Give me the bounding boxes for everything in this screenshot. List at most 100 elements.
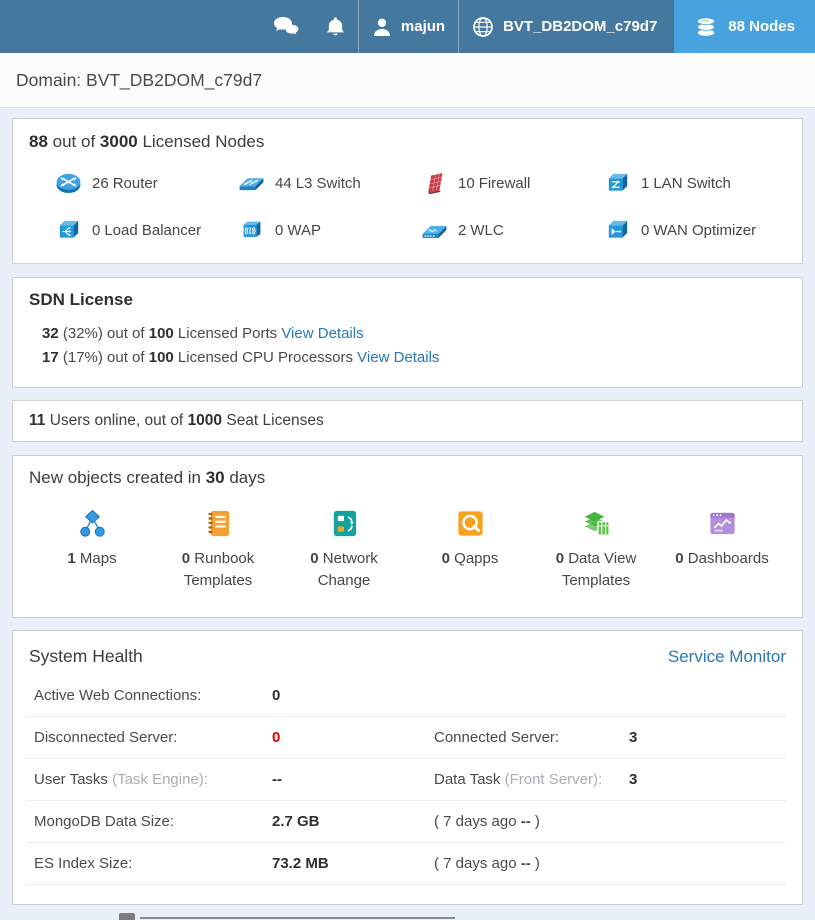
runbook-templates-icon xyxy=(203,508,234,539)
row-label: Data Task (Front Server): xyxy=(434,771,603,788)
new-objects-grid: 1 Maps xyxy=(29,508,786,592)
new-objects-card: New objects created in 30 days 1 Maps xyxy=(12,455,803,618)
wap-icon xyxy=(238,217,265,243)
table-row: Disconnected Server: 0 Connected Server:… xyxy=(26,717,786,759)
row-value: 73.2 MB xyxy=(272,855,329,872)
object-stat-network-change[interactable]: 0 Network Change xyxy=(281,508,407,592)
device-label: Firewall xyxy=(478,174,531,192)
device-stat-loadbalancer: 0 Load Balancer xyxy=(55,217,238,243)
router-icon xyxy=(55,170,82,196)
bell-icon xyxy=(326,16,345,38)
sdn-ports-line: 32 (32%) out of 100 Licensed Ports View … xyxy=(42,325,364,342)
object-label: 0 Dashboards xyxy=(675,550,769,567)
cutoff-fragment xyxy=(140,917,455,919)
device-stat-l3switch: 44 L3 Switch xyxy=(238,170,421,196)
device-label: LAN Switch xyxy=(653,174,731,192)
row-label: Connected Server: xyxy=(434,729,560,746)
object-stat-runbook-templates[interactable]: 0 Runbook Templates xyxy=(155,508,281,592)
user-icon xyxy=(372,17,392,37)
table-row: User Tasks (Task Engine): -- Data Task (… xyxy=(26,759,786,801)
qapps-icon xyxy=(455,508,486,539)
data-view-templates-icon xyxy=(581,508,612,539)
wlc-icon xyxy=(421,217,448,243)
device-count: 44 xyxy=(275,174,292,192)
wan-optimizer-icon xyxy=(604,217,631,243)
object-label: 1 Maps xyxy=(67,550,117,567)
domain-menu[interactable]: BVT_DB2DOM_c79d7 xyxy=(459,0,670,53)
device-label: WAP xyxy=(287,221,321,239)
licensed-nodes-used: 88 xyxy=(29,132,48,151)
topbar-divider xyxy=(458,0,460,53)
device-label: WLC xyxy=(470,221,504,239)
page-title: Domain: BVT_DB2DOM_c79d7 xyxy=(16,69,263,90)
object-stat-dashboards[interactable]: 0 Dashboards xyxy=(659,508,785,592)
sdn-license-title: SDN License xyxy=(29,290,133,309)
device-stat-wap: 0 WAP xyxy=(238,217,421,243)
new-objects-title: New objects created in 30 days xyxy=(29,468,266,487)
system-health-card: System Health Service Monitor Active Web… xyxy=(12,630,803,905)
new-objects-days: 30 xyxy=(205,468,225,487)
device-label: Router xyxy=(112,174,158,192)
topbar: majun BVT_DB2DOM_c79d7 88 Nodes xyxy=(0,0,815,53)
device-stat-wlc: 2 WLC xyxy=(421,217,604,243)
row-value: 0 xyxy=(272,687,281,704)
chat-icon xyxy=(273,16,300,37)
device-count: 26 xyxy=(92,174,109,192)
device-count: 0 xyxy=(641,221,650,239)
table-row: ES Index Size: 73.2 MB ( 7 days ago -- ) xyxy=(26,843,786,885)
system-health-title: System Health xyxy=(29,646,143,666)
device-count: 0 xyxy=(92,221,101,239)
nodes-count: 88 Nodes xyxy=(728,18,795,35)
users-online-card: 11 Users online, out of 1000 Seat Licens… xyxy=(12,400,803,442)
row-value: 2.7 GB xyxy=(272,813,320,830)
firewall-icon xyxy=(421,170,448,196)
object-label: 0 Qapps xyxy=(441,550,499,567)
chat-button[interactable] xyxy=(260,0,313,53)
device-count: 10 xyxy=(458,174,475,192)
object-label: 0 Network Change xyxy=(310,550,378,589)
object-label: 0 Runbook Templates xyxy=(181,550,255,589)
row-note: ( 7 days ago -- ) xyxy=(434,813,540,830)
network-change-icon xyxy=(329,508,360,539)
domain-name: BVT_DB2DOM_c79d7 xyxy=(503,18,658,35)
view-details-link[interactable]: View Details xyxy=(281,325,364,342)
table-row: Active Web Connections: 0 xyxy=(26,675,786,717)
licensed-nodes-card: 88 out of 3000 Licensed Nodes xyxy=(12,118,803,264)
object-stat-maps[interactable]: 1 Maps xyxy=(29,508,155,592)
object-label: 0 Data View Templates xyxy=(555,550,637,589)
row-label: ES Index Size: xyxy=(34,855,133,872)
row-value: 3 xyxy=(629,771,638,788)
nodes-button[interactable]: 88 Nodes xyxy=(674,0,815,53)
dashboard: 88 out of 3000 Licensed Nodes xyxy=(0,118,815,905)
user-menu[interactable]: majun xyxy=(359,0,458,53)
licensed-nodes-total: 3000 xyxy=(99,132,138,151)
row-value: -- xyxy=(272,771,282,788)
l3-switch-icon xyxy=(238,170,265,196)
users-online-count: 11 xyxy=(29,412,46,429)
sdn-license-card: SDN License 32 (32%) out of 100 Licensed… xyxy=(12,277,803,388)
row-label: Disconnected Server: xyxy=(34,729,178,746)
database-icon xyxy=(694,16,718,38)
device-count: 0 xyxy=(275,221,284,239)
globe-icon xyxy=(472,16,494,38)
object-stat-qapps[interactable]: 0 Qapps xyxy=(407,508,533,592)
row-value-alert: 0 xyxy=(272,729,281,746)
device-stat-wanoptimizer: 0 WAN Optimizer xyxy=(604,217,787,243)
device-label: L3 Switch xyxy=(295,174,361,192)
notifications-button[interactable] xyxy=(313,0,358,53)
lan-switch-icon xyxy=(604,170,631,196)
service-monitor-link[interactable]: Service Monitor xyxy=(667,646,786,666)
device-stat-lanswitch: 1 LAN Switch xyxy=(604,170,787,196)
page-title-bar: Domain: BVT_DB2DOM_c79d7 xyxy=(0,53,815,108)
view-details-link[interactable]: View Details xyxy=(357,349,440,366)
device-count: 2 xyxy=(458,221,467,239)
sdn-cpu-line: 17 (17%) out of 100 Licensed CPU Process… xyxy=(42,349,440,366)
system-health-table: Active Web Connections: 0 Disconnected S… xyxy=(26,675,786,885)
row-label: User Tasks (Task Engine): xyxy=(34,771,208,788)
object-stat-dataview-templates[interactable]: 0 Data View Templates xyxy=(533,508,659,592)
row-value: 3 xyxy=(629,729,638,746)
maps-icon xyxy=(77,508,108,539)
seat-licenses-total: 1000 xyxy=(187,412,223,429)
device-stat-firewall: 10 Firewall xyxy=(421,170,604,196)
topbar-divider xyxy=(357,0,359,53)
